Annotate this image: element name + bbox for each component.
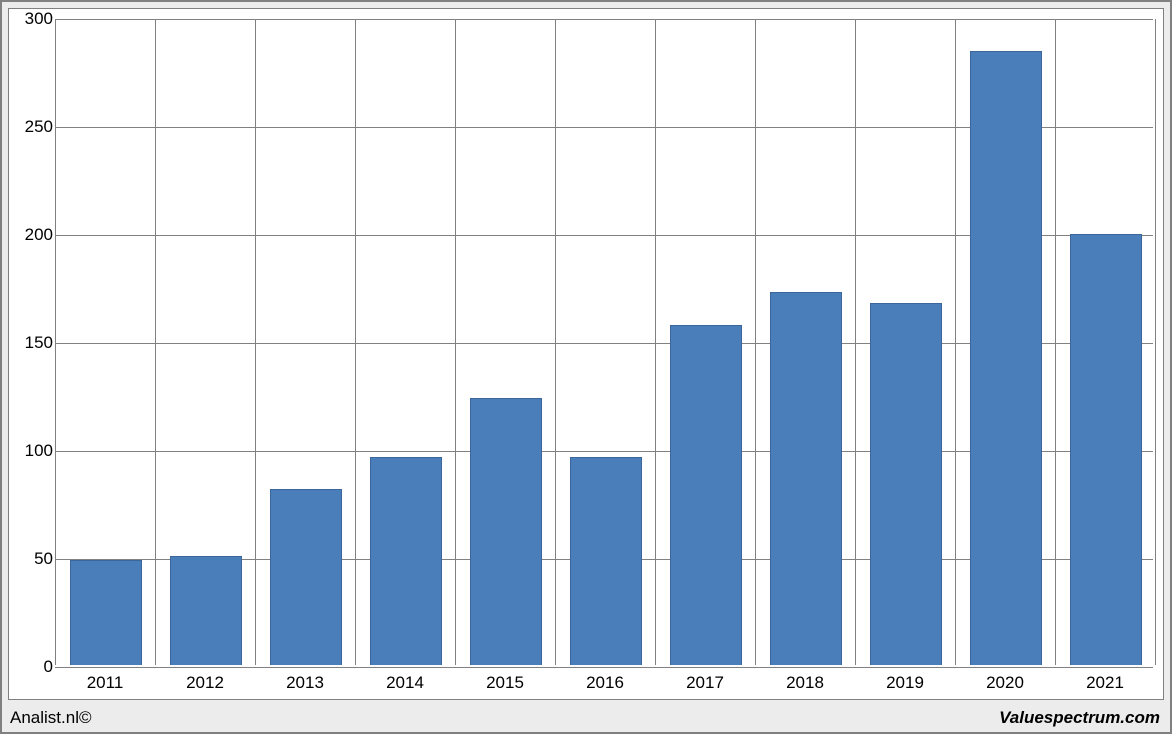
gridline-vertical (455, 19, 456, 665)
x-tick-label: 2016 (586, 673, 624, 693)
y-tick-label: 0 (13, 657, 53, 677)
bar (170, 556, 242, 665)
gridline-vertical (555, 19, 556, 665)
x-tick-label: 2019 (886, 673, 924, 693)
gridline-vertical (1055, 19, 1056, 665)
y-tick-label: 250 (13, 117, 53, 137)
chart-inner-frame: 0 50 100 150 200 250 300 2011 2012 2013 2014 2015 2… (8, 8, 1164, 700)
gridline-horizontal (55, 667, 1153, 668)
gridline-vertical (755, 19, 756, 665)
x-tick-label: 2017 (686, 673, 724, 693)
x-tick-label: 2013 (286, 673, 324, 693)
y-tick-label: 300 (13, 9, 53, 29)
bar (870, 303, 942, 665)
x-tick-label: 2012 (186, 673, 224, 693)
chart-outer-frame: 0 50 100 150 200 250 300 2011 2012 2013 2014 2015 2… (0, 0, 1172, 734)
gridline-vertical (355, 19, 356, 665)
bar (770, 292, 842, 665)
x-tick-label: 2011 (87, 673, 124, 693)
footer-right-credit: Valuespectrum.com (999, 708, 1160, 728)
bar (970, 51, 1042, 665)
gridline-vertical (255, 19, 256, 665)
bar (270, 489, 342, 665)
y-tick-label: 150 (13, 333, 53, 353)
bar (1070, 234, 1142, 665)
bar (70, 560, 142, 665)
x-tick-label: 2014 (386, 673, 424, 693)
plot-area (55, 19, 1153, 665)
x-tick-label: 2018 (786, 673, 824, 693)
y-tick-label: 100 (13, 441, 53, 461)
gridline-vertical (155, 19, 156, 665)
gridline-vertical (955, 19, 956, 665)
x-tick-label: 2020 (986, 673, 1024, 693)
gridline-vertical (55, 19, 56, 665)
gridline-vertical (1155, 19, 1156, 665)
bar (570, 457, 642, 665)
y-tick-label: 50 (13, 549, 53, 569)
gridline-vertical (855, 19, 856, 665)
bar (370, 457, 442, 665)
footer-left-credit: Analist.nl© (10, 708, 92, 728)
x-tick-label: 2015 (486, 673, 524, 693)
gridline-vertical (655, 19, 656, 665)
y-tick-label: 200 (13, 225, 53, 245)
x-tick-label: 2021 (1086, 673, 1124, 693)
gridline-horizontal (55, 19, 1153, 20)
bar (470, 398, 542, 665)
bar (670, 325, 742, 665)
